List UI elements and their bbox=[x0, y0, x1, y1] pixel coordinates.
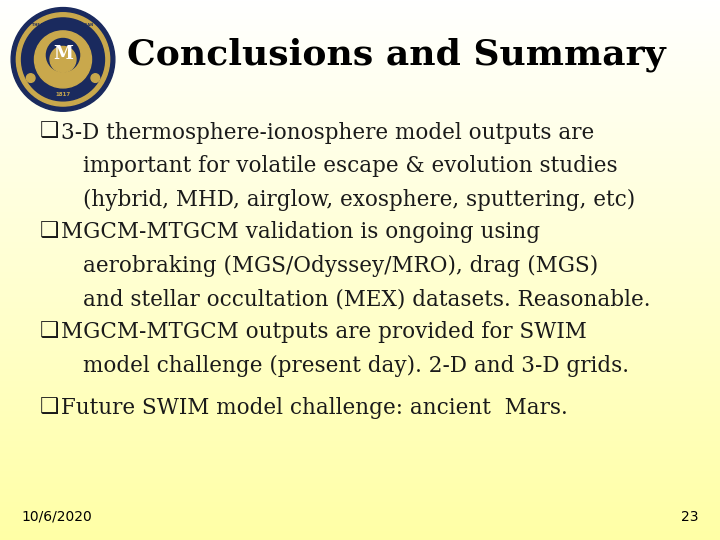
Circle shape bbox=[50, 46, 76, 72]
Circle shape bbox=[91, 74, 99, 83]
Circle shape bbox=[27, 74, 35, 83]
Text: and stellar occultation (MEX) datasets. Reasonable.: and stellar occultation (MEX) datasets. … bbox=[83, 288, 650, 310]
Text: MGCM-MTGCM outputs are provided for SWIM: MGCM-MTGCM outputs are provided for SWIM bbox=[61, 321, 587, 343]
Text: THE UNIVERSITY OF MICHIGAN: THE UNIVERSITY OF MICHIGAN bbox=[32, 23, 94, 26]
Text: 23: 23 bbox=[681, 510, 698, 524]
Text: 1817: 1817 bbox=[55, 92, 71, 97]
Circle shape bbox=[17, 13, 109, 106]
Text: MGCM-MTGCM validation is ongoing using: MGCM-MTGCM validation is ongoing using bbox=[61, 221, 540, 244]
Text: 10/6/2020: 10/6/2020 bbox=[22, 510, 92, 524]
Text: ❑: ❑ bbox=[40, 122, 59, 141]
Text: 3-D thermosphere-ionosphere model outputs are: 3-D thermosphere-ionosphere model output… bbox=[61, 122, 595, 144]
Circle shape bbox=[22, 18, 104, 101]
Circle shape bbox=[12, 8, 114, 111]
Text: M: M bbox=[53, 45, 73, 63]
Text: ❑: ❑ bbox=[40, 397, 59, 417]
Circle shape bbox=[35, 31, 91, 88]
Text: Future SWIM model challenge: ancient  Mars.: Future SWIM model challenge: ancient Mar… bbox=[61, 397, 568, 419]
Circle shape bbox=[46, 38, 80, 72]
Text: model challenge (present day). 2-D and 3-D grids.: model challenge (present day). 2-D and 3… bbox=[83, 355, 629, 377]
Text: ❑: ❑ bbox=[40, 321, 59, 341]
Text: (hybrid, MHD, airglow, exosphere, sputtering, etc): (hybrid, MHD, airglow, exosphere, sputte… bbox=[83, 188, 635, 211]
Text: important for volatile escape & evolution studies: important for volatile escape & evolutio… bbox=[83, 155, 618, 177]
Text: aerobraking (MGS/Odyssey/MRO), drag (MGS): aerobraking (MGS/Odyssey/MRO), drag (MGS… bbox=[83, 255, 598, 277]
Text: Conclusions and Summary: Conclusions and Summary bbox=[127, 38, 665, 72]
Text: ❑: ❑ bbox=[40, 221, 59, 241]
